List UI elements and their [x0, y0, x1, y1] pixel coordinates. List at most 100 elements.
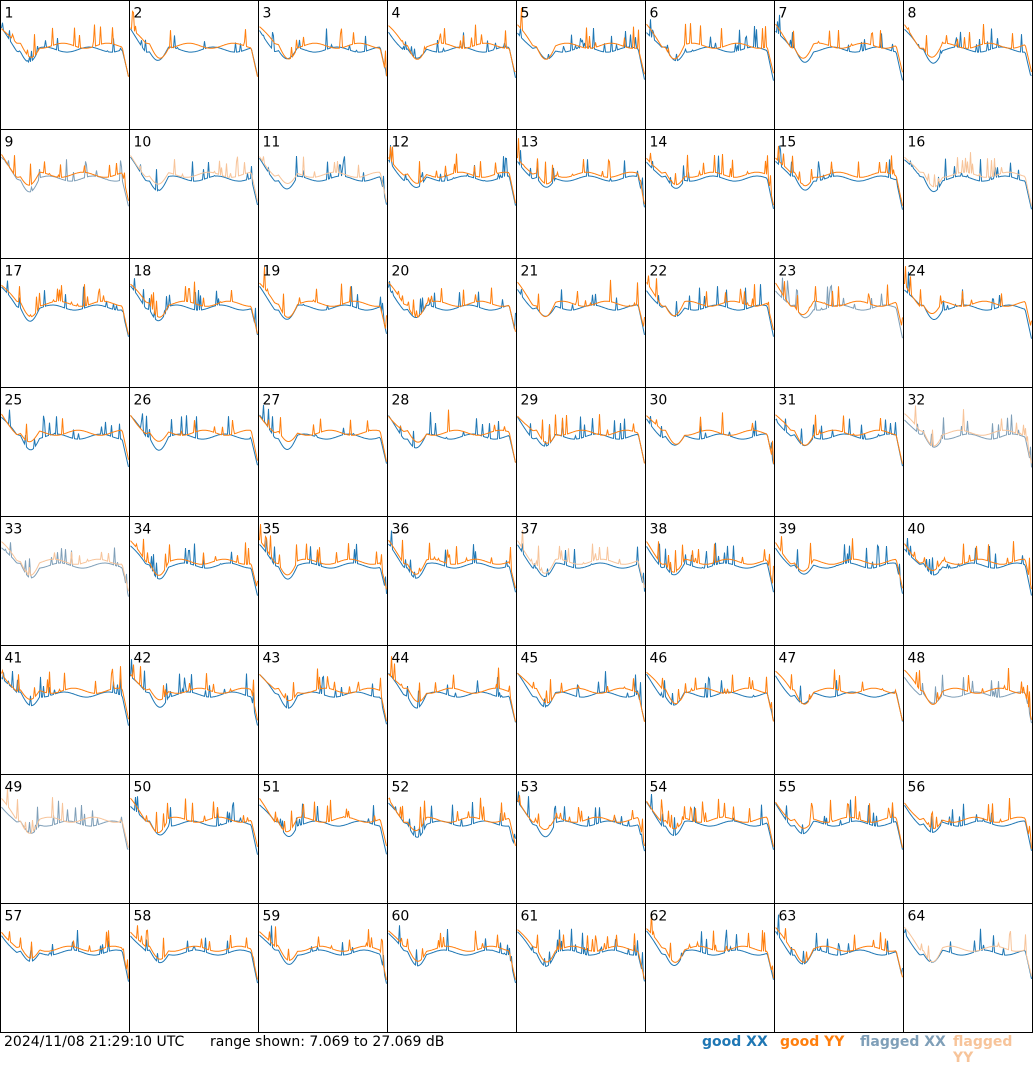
- panel-label: 40: [908, 522, 926, 538]
- panel-label: 62: [650, 909, 668, 925]
- good-yy-line: [388, 539, 516, 589]
- panel-frame: [0, 774, 130, 904]
- antenna-panel-28: 28: [387, 387, 517, 517]
- good-xx-line: [646, 929, 774, 980]
- antenna-panel-48: 48: [903, 645, 1033, 775]
- good-xx-line: [646, 793, 774, 850]
- antenna-panel-51: 51: [258, 774, 388, 904]
- good-xx-line: [130, 543, 258, 596]
- panel-label: 39: [779, 522, 797, 538]
- panel-label: 23: [779, 264, 797, 280]
- good-yy-line: [259, 415, 387, 462]
- antenna-panel-9: 9: [0, 129, 130, 259]
- panel-label: 43: [263, 651, 281, 667]
- good-yy-line: [130, 797, 258, 847]
- flagged-xx-line: [1, 542, 129, 597]
- panel-frame: [387, 258, 517, 388]
- panel-label: 16: [908, 135, 926, 151]
- good-xx-line: [259, 28, 387, 77]
- panel-frame: [903, 645, 1033, 775]
- good-yy-line: [1, 666, 129, 720]
- good-xx-line: [1, 22, 129, 77]
- panel-frame: [0, 0, 130, 130]
- antenna-panel-1: 1: [0, 0, 130, 130]
- antenna-panel-17: 17: [0, 258, 130, 388]
- good-xx-line: [775, 418, 903, 467]
- good-yy-line: [646, 913, 774, 979]
- antenna-panel-19: 19: [258, 258, 388, 388]
- antenna-panel-21: 21: [516, 258, 646, 388]
- panel-label: 8: [908, 6, 917, 22]
- panel-frame: [387, 129, 517, 259]
- antenna-panel-22: 22: [645, 258, 775, 388]
- panel-frame: [0, 516, 130, 646]
- good-xx-line: [646, 416, 774, 465]
- antenna-panel-15: 15: [774, 129, 904, 259]
- panel-frame: [645, 903, 775, 1033]
- good-yy-line: [517, 672, 645, 723]
- panel-frame: [516, 0, 646, 130]
- good-yy-line: [130, 414, 258, 461]
- antenna-panel-16: 16: [903, 129, 1033, 259]
- panel-frame: [258, 903, 388, 1033]
- antenna-panel-36: 36: [387, 516, 517, 646]
- panel-label: 51: [263, 780, 281, 796]
- antenna-panel-26: 26: [129, 387, 259, 517]
- panel-label: 21: [521, 264, 539, 280]
- antenna-panel-42: 42: [129, 645, 259, 775]
- good-yy-line: [517, 929, 645, 980]
- good-xx-line: [517, 791, 645, 852]
- good-xx-line: [259, 538, 387, 594]
- panel-label: 54: [650, 780, 668, 796]
- panel-label: 58: [134, 909, 152, 925]
- antenna-panel-18: 18: [129, 258, 259, 388]
- antenna-panel-46: 46: [645, 645, 775, 775]
- flagged-yy-line: [904, 405, 1032, 464]
- good-yy-line: [388, 930, 516, 980]
- flagged-yy-line: [1, 787, 129, 848]
- good-yy-line: [646, 23, 774, 74]
- good-yy-line: [904, 667, 1032, 720]
- good-yy-line: [517, 279, 645, 327]
- panel-label: 52: [392, 780, 410, 796]
- antenna-panel-14: 14: [645, 129, 775, 259]
- good-xx-line: [388, 412, 516, 463]
- panel-label: 2: [134, 6, 143, 22]
- panel-frame: [0, 129, 130, 259]
- antenna-panel-62: 62: [645, 903, 775, 1033]
- antenna-panel-52: 52: [387, 774, 517, 904]
- panel-frame: [516, 258, 646, 388]
- antenna-panel-13: 13: [516, 129, 646, 259]
- panel-label: 26: [134, 393, 152, 409]
- good-yy-line: [517, 795, 645, 847]
- antenna-panel-34: 34: [129, 516, 259, 646]
- antenna-panel-50: 50: [129, 774, 259, 904]
- panel-frame: [387, 0, 517, 130]
- antenna-panel-7: 7: [774, 0, 904, 130]
- panel-label: 10: [134, 135, 152, 151]
- good-xx-line: [130, 935, 258, 984]
- panel-label: 6: [650, 6, 659, 22]
- antenna-panel-20: 20: [387, 258, 517, 388]
- good-yy-line: [517, 414, 645, 464]
- antenna-panel-35: 35: [258, 516, 388, 646]
- good-xx-line: [775, 914, 903, 975]
- panel-label: 7: [779, 6, 788, 22]
- panel-frame: [774, 0, 904, 130]
- good-xx-line: [1, 670, 129, 726]
- panel-frame: [516, 774, 646, 904]
- panel-frame: [645, 387, 775, 517]
- good-yy-line: [130, 925, 258, 980]
- panel-label: 15: [779, 135, 797, 151]
- good-xx-line: [388, 530, 516, 593]
- panel-label: 60: [392, 909, 410, 925]
- good-yy-line: [904, 266, 1032, 326]
- good-xx-line: [1, 929, 129, 982]
- good-yy-line: [1, 284, 129, 335]
- panel-label: 9: [5, 135, 14, 151]
- legend-good-xx: good XX: [702, 1034, 768, 1050]
- good-xx-line: [388, 925, 516, 984]
- antenna-panel-33: 33: [0, 516, 130, 646]
- panel-frame: [129, 774, 259, 904]
- antenna-panel-37: 37: [516, 516, 646, 646]
